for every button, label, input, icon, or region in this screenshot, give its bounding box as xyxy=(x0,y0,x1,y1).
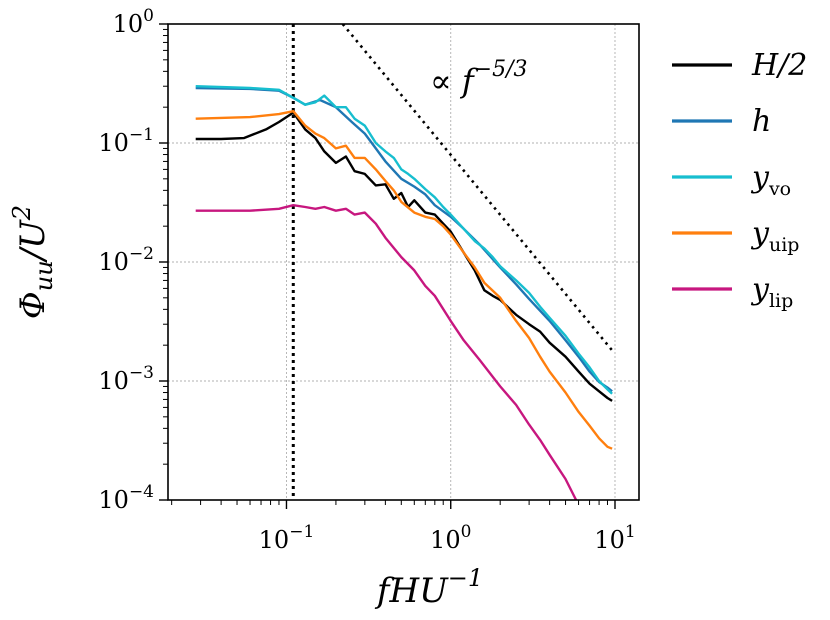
legend-label-yuip: yuip xyxy=(750,216,799,256)
axis-ticks: 10−1 100 101 100 10−1 10−2 10−3 10−4 xyxy=(98,6,635,554)
y-axis-label-exp: 2 xyxy=(8,205,36,221)
legend-label-h: h xyxy=(752,104,771,139)
y-axis-label-main: Φ xyxy=(13,291,53,319)
x-axis-label: fHU−1 xyxy=(374,564,483,611)
y-axis-label: Φuu/U2 xyxy=(8,205,58,319)
reference-line-label-exp: −5/3 xyxy=(474,57,528,82)
reference-line-label-prefix: ∝ f xyxy=(430,62,479,100)
y-tick-label: 10−4 xyxy=(98,482,154,514)
series-line-yvo xyxy=(195,85,613,395)
legend-label-H2: H/2 xyxy=(751,48,807,83)
x-tick-label: 10−1 xyxy=(259,522,315,554)
legend: H/2 h yvo yuip ylip xyxy=(672,48,807,312)
y-tick-label: 10−3 xyxy=(98,363,154,395)
series-line-ylip xyxy=(195,204,578,500)
series-line-yuip xyxy=(195,110,613,450)
legend-label-ylip: ylip xyxy=(750,272,793,312)
series-group xyxy=(195,85,613,500)
y-axis-label-sub: uu xyxy=(30,260,58,291)
reference-line xyxy=(341,24,615,353)
y-axis-label-tail: /U xyxy=(13,219,53,263)
legend-label-yvo: yvo xyxy=(750,160,791,200)
y-tick-label: 10−2 xyxy=(98,244,154,276)
reference-line-path xyxy=(341,24,615,353)
y-tick-label: 10−1 xyxy=(98,125,154,157)
x-axis-label-main: fHU xyxy=(374,571,449,611)
reference-line-label: ∝ f−5/3 xyxy=(430,57,528,100)
x-axis-label-exp: −1 xyxy=(448,564,483,592)
grid xyxy=(168,23,639,501)
x-tick-label: 100 xyxy=(430,522,471,554)
y-tick-label: 100 xyxy=(113,6,154,38)
x-tick-label: 101 xyxy=(594,522,635,554)
series-line-H2 xyxy=(195,111,613,402)
